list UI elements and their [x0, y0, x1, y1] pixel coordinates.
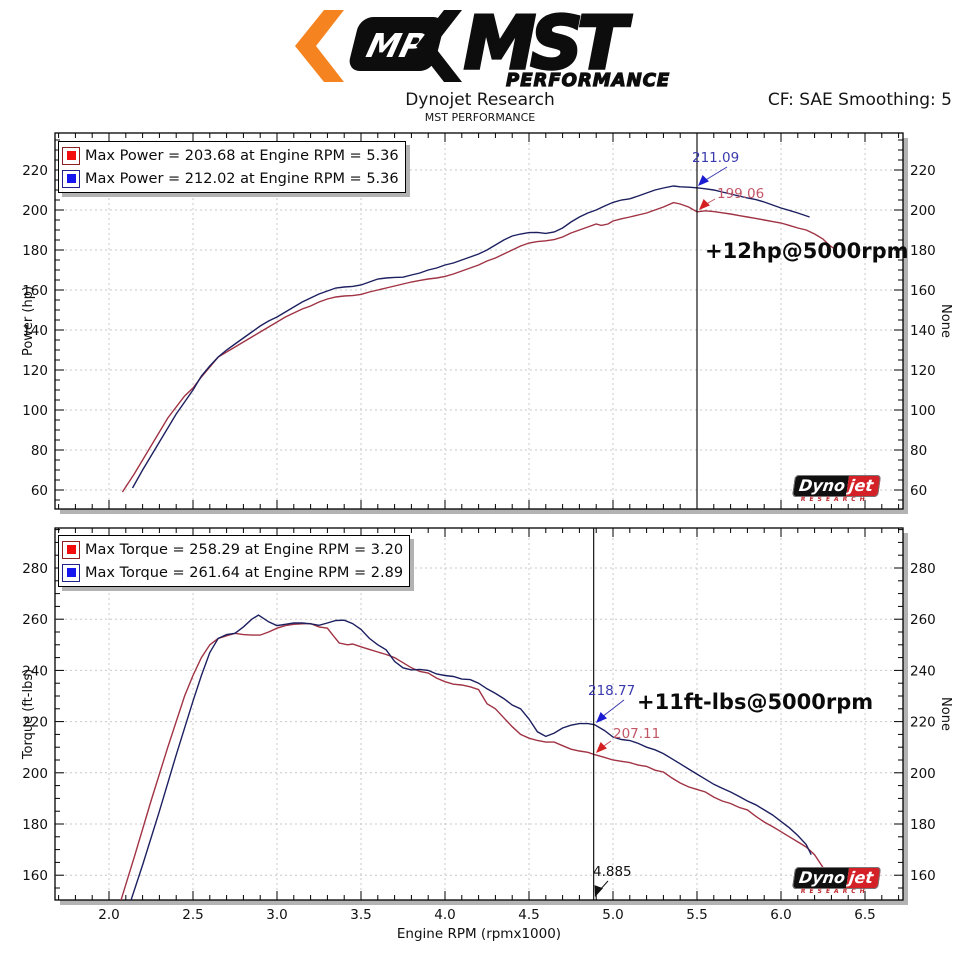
x-axis-title: Engine RPM (rpmx1000) [397, 926, 561, 942]
power-chart-canvas: 60 60 80 80 100 100 120 120 140 140 160 160 180 180 20… [21, 132, 953, 514]
dynojet-wordmark: Dynojet [785, 867, 888, 889]
legend-swatch [62, 146, 80, 165]
curve-torque-mst-blue [130, 614, 812, 900]
svg-text:80: 80 [31, 443, 48, 459]
y-axis-title-right: None [938, 304, 953, 338]
torque-chart: 160 160 180 180 200 200 220 220 240 240 260 260 280 2… [0, 520, 960, 960]
svg-text:4.5: 4.5 [518, 907, 539, 923]
dynojet-wordmark: Dynojet [785, 475, 888, 497]
svg-text:260: 260 [910, 612, 936, 628]
annotation-label: 4.885 [593, 864, 632, 880]
dynojet-logo: Dynojet RESEARCH [784, 867, 888, 895]
svg-text:140: 140 [910, 323, 936, 339]
svg-text:180: 180 [22, 817, 48, 833]
svg-text:100: 100 [910, 403, 936, 419]
svg-text:160: 160 [22, 283, 48, 299]
svg-text:100: 100 [22, 403, 48, 419]
svg-text:2.5: 2.5 [182, 907, 203, 923]
svg-text:6.5: 6.5 [854, 907, 875, 923]
legend-swatch [62, 540, 80, 559]
svg-text:6.0: 6.0 [770, 907, 791, 923]
svg-text:60: 60 [31, 483, 48, 499]
torque-chart-canvas: 160 160 180 180 200 200 220 220 240 240 260 260 280 2… [21, 527, 953, 942]
dynojet-research-text: RESEARCH [800, 496, 870, 503]
svg-text:160: 160 [910, 283, 936, 299]
svg-text:200: 200 [910, 766, 936, 782]
logo-performance-text: PERFORMANCE [506, 70, 670, 91]
power-legend: Max Power = 203.68 at Engine RPM = 5.36 M… [58, 141, 406, 193]
svg-text:200: 200 [22, 766, 48, 782]
annotation-label: +11ft-lbs@5000rpm [637, 690, 873, 714]
curve-torque-baseline-red [120, 622, 829, 900]
curve-power-mst-blue [131, 185, 810, 489]
legend-row: Max Torque = 258.29 at Engine RPM = 3.20 [62, 538, 403, 561]
mst-performance-logo: MP MST PERFORMANCE [278, 0, 688, 92]
svg-text:180: 180 [910, 817, 936, 833]
legend-row: Max Torque = 261.64 at Engine RPM = 2.89 [62, 561, 403, 584]
svg-text:60: 60 [910, 483, 927, 499]
svg-text:80: 80 [910, 443, 927, 459]
svg-text:4.0: 4.0 [434, 907, 455, 923]
svg-text:180: 180 [22, 243, 48, 259]
svg-text:3.0: 3.0 [266, 907, 287, 923]
logo-orange-chevron [295, 10, 344, 82]
svg-text:240: 240 [910, 663, 936, 679]
report-subtitle: MST PERFORMANCE [424, 111, 536, 124]
svg-text:220: 220 [910, 163, 936, 179]
svg-text:5.0: 5.0 [602, 907, 623, 923]
y-axis-title-right: None [938, 697, 953, 731]
svg-text:3.5: 3.5 [350, 907, 371, 923]
legend-label: Max Power = 212.02 at Engine RPM = 5.36 [85, 170, 399, 187]
y-axis-title-left: Torque (ft-lbs) [21, 669, 36, 760]
logo-black-chevron [416, 10, 462, 82]
svg-text:140: 140 [22, 323, 48, 339]
legend-label: Max Power = 203.68 at Engine RPM = 5.36 [85, 147, 399, 164]
logo-mst-text: MST [464, 2, 632, 85]
legend-row: Max Power = 212.02 at Engine RPM = 5.36 [62, 167, 399, 190]
report-title: Dynojet Research [405, 90, 555, 110]
svg-text:200: 200 [910, 203, 936, 219]
annotation-label: 199.06 [717, 186, 764, 202]
svg-text:200: 200 [22, 203, 48, 219]
correction-factor-label: CF: SAE Smoothing: 5 [767, 90, 952, 110]
svg-text:120: 120 [910, 363, 936, 379]
torque-legend: Max Torque = 258.29 at Engine RPM = 3.20… [58, 535, 411, 587]
svg-text:260: 260 [22, 612, 48, 628]
legend-swatch [62, 169, 80, 188]
annotation-label: 218.77 [588, 683, 635, 699]
annotation-label: 207.11 [613, 726, 660, 742]
svg-text:220: 220 [22, 715, 48, 731]
y-axis-title-left: Power (hp) [21, 286, 36, 356]
legend-label: Max Torque = 258.29 at Engine RPM = 3.20 [85, 541, 404, 558]
legend-row: Max Power = 203.68 at Engine RPM = 5.36 [62, 144, 399, 167]
legend-label: Max Torque = 261.64 at Engine RPM = 2.89 [85, 564, 404, 581]
svg-text:240: 240 [22, 663, 48, 679]
annotation-label: +12hp@5000rpm [705, 239, 909, 263]
legend-swatch [62, 563, 80, 582]
mst-logo-graphic: MP MST PERFORMANCE [295, 0, 670, 92]
curve-power-baseline-red [121, 201, 834, 493]
svg-text:180: 180 [910, 243, 936, 259]
power-chart: 60 60 80 80 100 100 120 120 140 140 160 160 180 180 20… [0, 128, 960, 520]
annotation-label: 211.09 [692, 150, 739, 166]
dynojet-logo: Dynojet RESEARCH [784, 475, 888, 503]
svg-text:160: 160 [910, 868, 936, 884]
svg-text:5.5: 5.5 [686, 907, 707, 923]
svg-text:280: 280 [910, 561, 936, 577]
svg-text:220: 220 [22, 163, 48, 179]
svg-text:220: 220 [910, 715, 936, 731]
svg-text:280: 280 [22, 561, 48, 577]
svg-text:120: 120 [22, 363, 48, 379]
dynojet-research-text: RESEARCH [800, 888, 870, 895]
svg-text:2.0: 2.0 [98, 907, 119, 923]
svg-text:160: 160 [22, 868, 48, 884]
